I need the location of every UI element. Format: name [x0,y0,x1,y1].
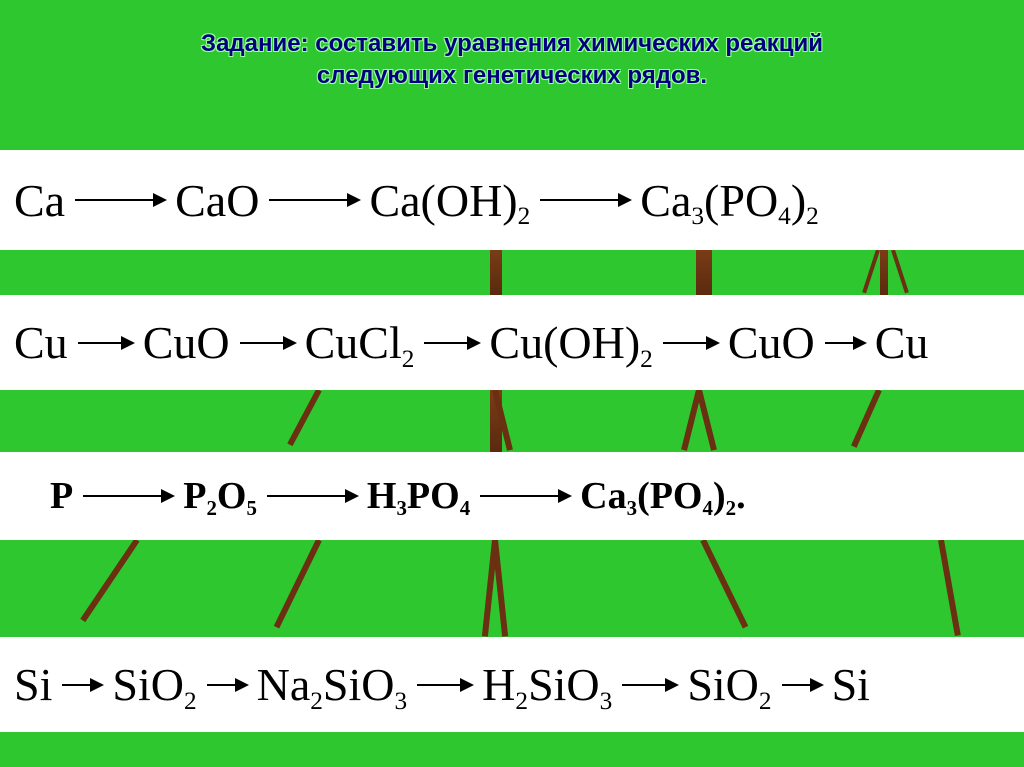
subscript: 3 [600,687,613,716]
title-line-1: Задание: составить уравнения химических … [80,28,944,60]
chain-row-3: P P2O5 H3PO4 Ca3(PO4)2. [0,452,1024,540]
formula-sio2: SiO2 [112,658,196,711]
formula-text: PO [407,474,460,518]
formula-ca: Ca [14,174,65,227]
subscript: 2 [206,496,216,521]
arrow-icon [663,342,718,344]
subscript: 2 [402,345,415,374]
slide-title: Задание: составить уравнения химических … [0,0,1024,113]
formula-text: Ca(OH) [369,174,517,227]
decor-gap-2 [0,390,1024,452]
formula-caoh2: Ca(OH)2 [369,174,530,227]
formula-text: (PO [704,174,778,227]
subscript: 2 [806,202,819,231]
subscript: 2 [518,202,531,231]
formula-cuoh2: Cu(OH)2 [489,316,652,369]
arrow-icon [269,199,359,201]
formula-cuo-2: CuO [728,316,815,369]
subscript: 3 [395,687,408,716]
arrow-icon [540,199,630,201]
subscript: 3 [396,496,406,521]
subscript: 2 [759,687,772,716]
formula-p2o5: P2O5 [183,474,257,518]
formula-p: P [50,474,73,518]
subscript: 4 [460,496,470,521]
formula-ca3po42-b: Ca3(PO4)2. [580,474,745,518]
arrow-icon [267,495,357,497]
chain-4: Si SiO2 Na2SiO3 H2SiO3 SiO2 Si [14,658,870,711]
formula-text: Ca [640,174,691,227]
formula-text: SiO [112,658,184,711]
formula-text: (PO [637,474,702,518]
subscript: 5 [246,496,256,521]
arrow-icon [240,342,295,344]
formula-si: Si [14,658,52,711]
subscript: 3 [627,496,637,521]
formula-cu: Cu [14,316,68,369]
formula-cuo: CuO [143,316,230,369]
formula-text: ) [791,174,806,227]
formula-text: . [736,474,746,518]
arrow-icon [424,342,479,344]
chain-2: Cu CuO CuCl2 Cu(OH)2 CuO Cu [14,316,928,369]
arrow-icon [83,495,173,497]
arrow-icon [417,684,472,686]
formula-text: Cu(OH) [489,316,640,369]
subscript: 2 [515,687,528,716]
formula-si-b: Si [832,658,870,711]
formula-ca3po42: Ca3(PO4)2 [640,174,819,227]
formula-na2sio3: Na2SiO3 [257,658,408,711]
subscript: 3 [691,202,704,231]
formula-text: P [183,474,206,518]
arrow-icon [78,342,133,344]
arrow-icon [62,684,102,686]
arrow-icon [75,199,165,201]
arrow-icon [480,495,570,497]
formula-text: H [367,474,397,518]
arrow-icon [782,684,822,686]
formula-h3po4: H3PO4 [367,474,470,518]
subscript: 2 [310,687,323,716]
formula-sio2-b: SiO2 [687,658,771,711]
subscript: 2 [640,345,653,374]
chain-row-4: Si SiO2 Na2SiO3 H2SiO3 SiO2 Si [0,637,1024,732]
decor-gap-1 [0,250,1024,295]
chain-row-2: Cu CuO CuCl2 Cu(OH)2 CuO Cu [0,295,1024,390]
decor-gap-3 [0,540,1024,637]
arrow-icon [622,684,677,686]
formula-text: Ca [580,474,626,518]
formula-cao: CaO [175,174,259,227]
formula-text: SiO [323,658,395,711]
subscript: 2 [726,496,736,521]
formula-text: ) [713,474,726,518]
formula-cucl2: CuCl2 [305,316,415,369]
arrow-icon [825,342,865,344]
subscript: 4 [778,202,791,231]
chain-3: P P2O5 H3PO4 Ca3(PO4)2. [50,474,746,518]
formula-cu-2: Cu [875,316,929,369]
subscript: 2 [184,687,197,716]
formula-h2sio3: H2SiO3 [482,658,612,711]
title-line-2: следующих генетических рядов. [80,60,944,92]
formula-text: O [217,474,247,518]
formula-text: SiO [687,658,759,711]
subscript: 4 [703,496,713,521]
formula-text: H [482,658,515,711]
formula-text: CuCl [305,316,402,369]
chain-row-1: Ca CaO Ca(OH)2 Ca3(PO4)2 [0,150,1024,250]
formula-text: Na [257,658,311,711]
chain-1: Ca CaO Ca(OH)2 Ca3(PO4)2 [14,174,819,227]
arrow-icon [207,684,247,686]
formula-text: SiO [528,658,600,711]
